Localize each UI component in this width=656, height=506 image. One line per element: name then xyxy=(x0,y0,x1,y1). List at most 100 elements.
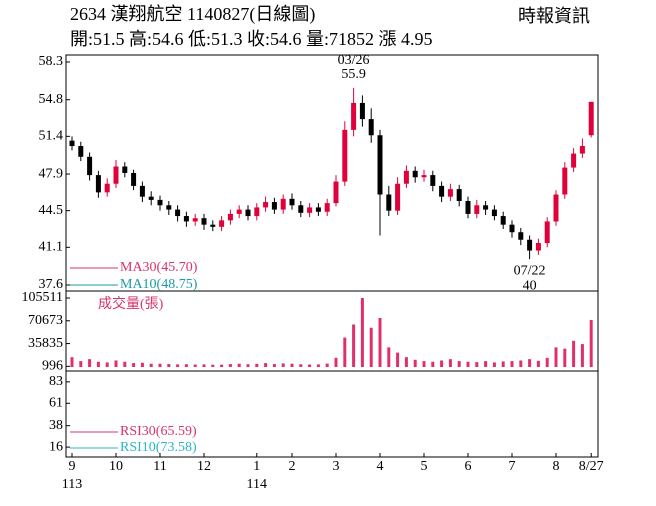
candle-body xyxy=(447,189,453,197)
volume-bar xyxy=(149,363,153,367)
volume-bar xyxy=(202,364,206,367)
volume-bar xyxy=(431,361,435,367)
candle-body xyxy=(395,183,401,211)
candle-body xyxy=(518,232,524,240)
volume-bar xyxy=(220,364,224,367)
candle-body xyxy=(588,101,594,136)
candle-body xyxy=(342,129,348,182)
candle-body xyxy=(69,140,75,147)
candle-body xyxy=(78,146,84,157)
x-tick-label: 11 xyxy=(153,459,166,474)
y-tick-label: 83 xyxy=(49,374,63,389)
volume-bar xyxy=(211,364,215,367)
x-tick-label: 8 xyxy=(553,459,560,474)
candle-body xyxy=(324,203,330,212)
candle-body xyxy=(544,221,550,243)
candle-body xyxy=(535,242,541,251)
candle-body xyxy=(456,189,462,201)
candle-body xyxy=(351,102,357,130)
x-tick-label: 7 xyxy=(509,459,516,474)
legend-label: RSI30(65.59) xyxy=(120,424,197,439)
y-tick-label: 38 xyxy=(49,418,63,433)
volume-bar xyxy=(378,317,382,367)
y-tick-label: 61 xyxy=(49,396,63,411)
y-tick-label: 58.3 xyxy=(39,54,64,69)
candle-body xyxy=(368,119,374,136)
volume-bar xyxy=(264,363,268,367)
candle-body xyxy=(386,194,392,211)
candle-body xyxy=(289,198,295,206)
candle-body xyxy=(377,135,383,195)
candle-body xyxy=(412,170,418,178)
volume-bar xyxy=(528,359,532,367)
y-tick-label: 51.4 xyxy=(39,129,64,144)
volume-bar xyxy=(572,340,576,367)
candle-body xyxy=(430,175,436,186)
annotation-value: 40 xyxy=(523,278,537,293)
y-tick-label: 44.5 xyxy=(39,203,64,218)
annotation-date: 03/26 xyxy=(338,53,370,68)
candle-body xyxy=(491,209,497,217)
volume-bar xyxy=(70,357,74,367)
candle-body xyxy=(236,209,242,214)
volume-bar xyxy=(536,360,540,367)
candle-body xyxy=(175,209,181,217)
candle-body xyxy=(166,205,172,210)
candle-body xyxy=(280,198,286,210)
volume-bar xyxy=(519,360,523,367)
candle-body xyxy=(359,102,365,120)
volume-bar xyxy=(492,362,496,367)
volume-bar xyxy=(281,363,285,367)
volume-bar xyxy=(316,364,320,367)
quote: 開:51.5 高:54.6 低:51.3 收:54.6 量:71852 漲 4.… xyxy=(70,29,433,49)
volume-bar xyxy=(105,362,109,367)
candle-body xyxy=(509,224,515,233)
volume-bar xyxy=(79,361,83,367)
volume-bar xyxy=(369,327,373,367)
rsi-panel xyxy=(65,370,599,458)
volume-bar xyxy=(343,337,347,367)
candle-body xyxy=(210,224,216,227)
candle-body xyxy=(421,175,427,178)
candle-body xyxy=(298,205,304,213)
candle-body xyxy=(465,200,471,214)
x-tick-label: 5 xyxy=(421,459,428,474)
volume-bar xyxy=(88,359,92,367)
candle-body xyxy=(104,183,110,193)
volume-bar xyxy=(272,364,276,367)
candle-body xyxy=(192,218,198,222)
volume-bar xyxy=(475,362,479,367)
volume-bar xyxy=(466,361,470,367)
volume-bar xyxy=(255,363,259,367)
volume-bar xyxy=(96,361,100,367)
candle-body xyxy=(553,194,559,222)
volume-bar xyxy=(132,363,136,367)
volume-bar xyxy=(114,360,118,367)
candle-body xyxy=(483,205,489,210)
y-tick-label: 54.8 xyxy=(39,92,64,107)
x-tick-label: 6 xyxy=(465,459,472,474)
volume-bar xyxy=(580,344,584,367)
candle-body xyxy=(113,166,119,184)
candle-body xyxy=(183,216,189,222)
volume-bar xyxy=(334,357,338,367)
volume-bar xyxy=(308,364,312,367)
candle-body xyxy=(95,175,101,193)
volume-bar xyxy=(228,364,232,367)
volume-bar xyxy=(484,361,488,367)
volume-bar xyxy=(563,348,567,367)
volume-bar xyxy=(545,357,549,367)
legend-label: MA10(48.75) xyxy=(120,277,198,292)
candle-body xyxy=(131,172,137,186)
volume-bar xyxy=(176,364,180,367)
volume-bar xyxy=(589,320,593,367)
source: 時報資訊 xyxy=(518,6,590,26)
volume-bar xyxy=(246,364,250,367)
y-tick-label: 105511 xyxy=(22,290,63,305)
y-tick-label: 70673 xyxy=(28,313,63,328)
volume-title: 成交量(張) xyxy=(98,295,164,312)
volume-bar xyxy=(237,363,241,367)
x-tick-label: 9 xyxy=(69,459,76,474)
candle-body xyxy=(227,213,233,221)
